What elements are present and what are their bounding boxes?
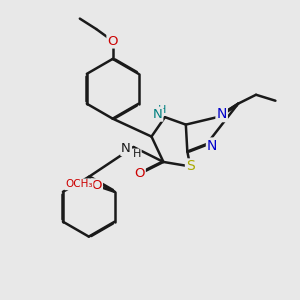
- Text: N: N: [217, 107, 227, 121]
- Text: O: O: [107, 34, 118, 47]
- Text: N: N: [153, 108, 162, 121]
- Text: O: O: [92, 179, 102, 192]
- Text: O: O: [134, 167, 145, 180]
- Text: S: S: [186, 159, 195, 173]
- Text: H: H: [132, 149, 141, 160]
- Text: OCH₃: OCH₃: [65, 179, 93, 189]
- Text: N: N: [207, 139, 217, 152]
- Text: H: H: [158, 105, 166, 115]
- Text: N: N: [121, 142, 131, 155]
